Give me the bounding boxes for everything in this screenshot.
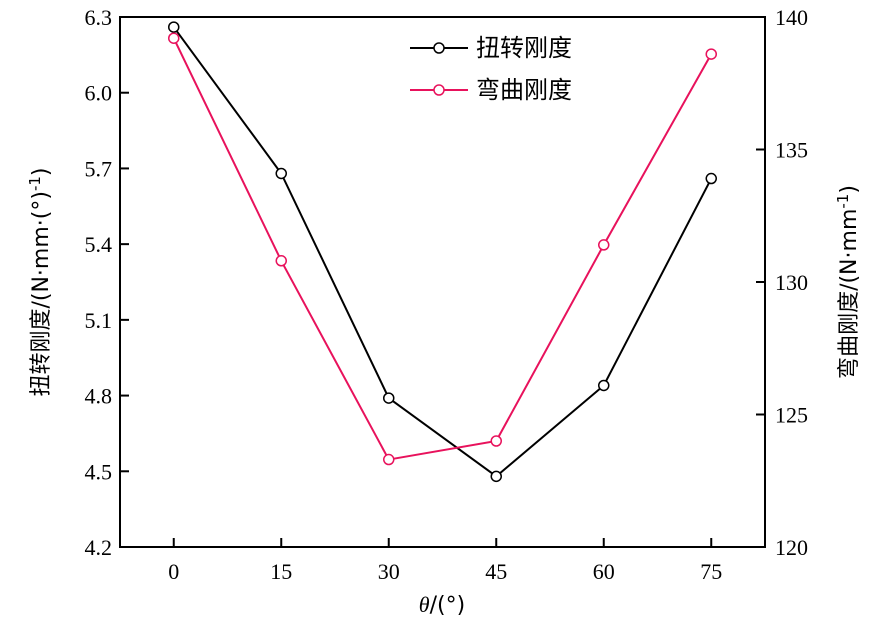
left-y-axis-title-main: 扭转刚度/(N·mm·(°) [29,191,54,396]
legend-label-bending: 弯曲刚度 [476,76,572,104]
data-point-torsion [383,392,395,404]
left-y-tick-label: 4.8 [85,384,113,409]
x-tick-label: 45 [485,559,507,584]
data-point-torsion [705,172,717,185]
data-point-bending [168,32,180,44]
x-tick-label: 30 [378,559,400,584]
x-axis: 0 15 30 45 60 75 [168,538,722,584]
right-y-tick-label: 135 [775,138,808,163]
left-y-tick-label: 4.2 [85,535,113,560]
left-y-axis: 4.2 4.5 4.8 5.1 5.4 5.7 6.0 6.3 [85,5,129,560]
data-point-bending [275,255,287,267]
data-point-bending [705,48,717,60]
x-axis-unit: /(°) [430,593,466,618]
left-y-axis-title: 扭转刚度/(N·mm·(°)-1) [26,167,54,396]
legend-item-bending: 弯曲刚度 [410,76,572,104]
left-y-tick-label: 6.3 [85,5,113,30]
right-y-tick-label: 120 [775,535,808,560]
data-point-bending [490,435,502,447]
x-tick-label: 15 [270,559,292,584]
left-y-tick-label: 6.0 [85,81,113,106]
left-y-tick-label: 5.4 [85,232,113,257]
data-point-torsion [168,21,180,33]
right-y-axis-title-sup: -1 [834,194,852,209]
data-point-torsion [275,167,287,180]
data-point-torsion [598,379,610,392]
right-y-axis-title-tail: ) [837,185,862,194]
data-point-torsion [490,470,502,483]
legend-label-torsion: 扭转刚度 [476,34,572,62]
x-axis-var: θ [419,592,430,617]
data-point-bending [383,453,395,466]
right-y-axis-title: 弯曲刚度/(N·mm-1) [834,185,862,379]
left-y-tick-label: 4.5 [85,459,113,484]
series-layer [168,21,717,483]
data-point-bending [598,239,610,251]
right-y-tick-label: 125 [775,403,808,428]
left-y-axis-title-sup: -1 [26,176,44,191]
right-y-axis: 120 125 130 135 140 [756,5,808,560]
right-y-axis-title-main: 弯曲刚度/(N·mm [837,209,862,379]
legend-marker-torsion [433,42,445,54]
legend: 扭转刚度 弯曲刚度 [410,34,572,104]
x-axis-title: θ/(°) [419,592,465,618]
left-y-axis-title-tail: ) [29,167,54,176]
left-y-tick-label: 5.1 [85,308,113,333]
right-y-tick-label: 140 [775,5,808,30]
x-tick-label: 75 [700,559,722,584]
legend-marker-bending [433,84,445,96]
plot-frame [119,16,766,548]
series-line-torsion [172,26,713,478]
x-tick-label: 60 [593,559,615,584]
series-line-bending [172,37,713,461]
x-tick-label: 0 [168,559,179,584]
right-y-tick-label: 130 [775,270,808,295]
legend-item-torsion: 扭转刚度 [410,34,572,62]
left-y-tick-label: 5.7 [85,156,113,181]
